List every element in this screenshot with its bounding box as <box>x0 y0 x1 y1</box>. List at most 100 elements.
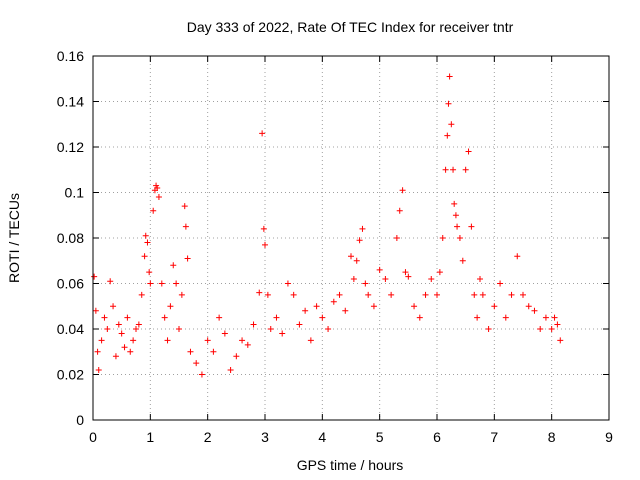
data-point <box>233 353 240 360</box>
data-point <box>104 326 111 332</box>
data-point <box>445 100 452 107</box>
chart-title: Day 333 of 2022, Rate Of TEC Index for r… <box>187 19 514 35</box>
y-tick-label: 0.14 <box>57 94 84 110</box>
data-point <box>462 166 469 173</box>
data-point <box>138 291 145 298</box>
data-point <box>416 314 423 321</box>
y-tick-label: 0.04 <box>57 321 84 337</box>
data-point <box>451 200 458 207</box>
data-point <box>158 280 165 287</box>
data-point <box>388 291 395 298</box>
data-point <box>468 223 475 230</box>
data-point <box>359 225 366 232</box>
data-point <box>434 291 440 298</box>
x-tick-label: 6 <box>433 429 441 445</box>
data-point <box>110 303 117 310</box>
data-point <box>508 291 515 298</box>
data-point <box>370 303 377 310</box>
data-point <box>92 307 99 314</box>
data-point <box>173 280 180 287</box>
data-point <box>178 291 185 298</box>
x-tick-label: 8 <box>548 429 556 445</box>
data-point <box>135 321 142 328</box>
data-point <box>450 166 457 173</box>
y-tick-label: 0.16 <box>57 48 84 64</box>
data-point <box>262 241 268 248</box>
data-point <box>439 235 446 241</box>
data-point <box>184 255 191 262</box>
data-point <box>98 337 105 344</box>
grid-lines <box>93 56 609 420</box>
data-point <box>198 371 205 378</box>
y-tick-label: 0.02 <box>57 367 84 383</box>
data-point <box>155 194 162 201</box>
data-point <box>422 291 429 298</box>
data-point <box>382 275 389 282</box>
data-point <box>302 307 309 314</box>
data-point <box>465 148 472 155</box>
data-point <box>319 314 326 321</box>
data-point <box>244 341 251 348</box>
data-point <box>146 269 153 276</box>
data-point <box>127 348 134 355</box>
data-point <box>520 291 526 298</box>
data-point <box>121 344 128 351</box>
data-point <box>256 289 263 296</box>
data-point <box>393 235 400 241</box>
data-point <box>452 212 459 219</box>
data-point <box>147 280 154 287</box>
x-tick-label: 3 <box>261 429 269 445</box>
x-tick-label: 0 <box>89 429 97 445</box>
data-point <box>107 278 114 285</box>
data-point <box>531 307 538 314</box>
data-point <box>502 314 509 321</box>
data-point <box>405 273 412 280</box>
data-point <box>130 337 137 344</box>
data-point <box>330 298 337 305</box>
data-point <box>115 321 122 328</box>
plot-border <box>92 55 610 421</box>
data-point <box>436 269 443 276</box>
data-point <box>144 239 151 246</box>
data-point <box>442 166 449 173</box>
data-point <box>91 273 98 280</box>
data-point <box>485 326 492 332</box>
data-point <box>112 353 119 360</box>
y-axis-label: ROTI / TECUs <box>6 193 22 283</box>
data-point <box>514 253 521 260</box>
data-point <box>325 326 332 332</box>
y-tick-label: 0.1 <box>65 185 85 201</box>
x-tick-label: 2 <box>204 429 212 445</box>
data-point <box>459 257 466 264</box>
data-point <box>250 321 257 328</box>
data-point <box>170 262 177 269</box>
data-point <box>142 232 149 239</box>
data-point <box>313 303 320 310</box>
data-point <box>161 314 168 321</box>
data-point <box>348 253 354 260</box>
data-point <box>176 326 182 332</box>
x-tick-label: 4 <box>318 429 326 445</box>
data-point <box>497 280 504 287</box>
data-point <box>260 225 267 232</box>
data-point <box>525 303 532 310</box>
plot-frame <box>92 55 610 421</box>
y-tick-label: 0.08 <box>57 230 84 246</box>
data-point <box>290 291 297 298</box>
data-point <box>284 280 291 287</box>
data-point <box>542 314 549 321</box>
data-point <box>101 314 108 321</box>
data-point <box>399 187 406 194</box>
data-point <box>164 337 171 344</box>
data-point <box>187 348 194 355</box>
x-tick-label: 9 <box>605 429 613 445</box>
data-point <box>474 314 481 321</box>
data-point <box>365 291 372 298</box>
data-point <box>221 330 228 337</box>
data-point <box>239 337 246 344</box>
data-point <box>133 326 139 332</box>
data-point <box>554 321 561 328</box>
y-tick-label: 0 <box>76 412 84 428</box>
data-point <box>204 337 211 344</box>
data-point <box>182 223 189 230</box>
